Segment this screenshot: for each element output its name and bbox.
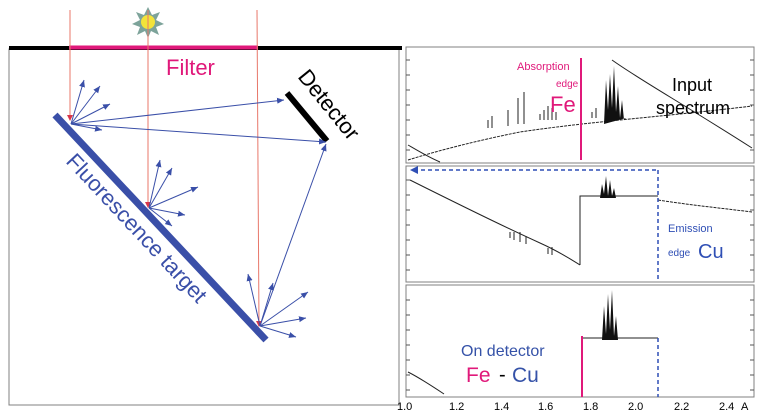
- middle-dense-lines: [600, 176, 616, 198]
- absorption-edge-label: edge: [556, 79, 579, 90]
- x-tick-1.0: 1.0: [397, 401, 412, 413]
- x-axis-unit: A: [741, 401, 749, 413]
- right-panels: Absorption edge Fe Input spectrum Emissi…: [397, 46, 755, 413]
- emission-label: Emission: [668, 223, 713, 235]
- x-tick-1.2: 1.2: [449, 401, 464, 413]
- fe-label-top: Fe: [550, 92, 576, 117]
- cu-label-middle: Cu: [698, 241, 724, 263]
- fe-label-bottom: Fe: [466, 364, 491, 387]
- detector-spectrum-panel: [405, 284, 755, 398]
- on-detector-label: On detector: [461, 343, 545, 360]
- x-tick-1.4: 1.4: [494, 401, 509, 413]
- bottom-dense-lines: [602, 290, 618, 340]
- impact-points: [67, 115, 262, 327]
- absorption-label: Absorption: [517, 61, 570, 73]
- panel-ticks: [406, 59, 754, 391]
- input-spectrum-plot: [407, 59, 753, 163]
- x-axis: 1.0 1.2 1.4 1.6 1.8 2.0 2.2 2.4 A: [397, 401, 749, 413]
- fluorescence-target: [52, 112, 269, 343]
- emission-arrows: [70, 79, 327, 338]
- cu-label-bottom: Cu: [512, 364, 539, 387]
- x-tick-1.8: 1.8: [583, 401, 598, 413]
- emission-edge-label: edge: [668, 248, 691, 259]
- x-tick-1.6: 1.6: [538, 401, 553, 413]
- left-panel-frame: [8, 48, 400, 406]
- emission-edge-path: [410, 166, 659, 282]
- input-label: Input: [672, 75, 712, 95]
- detector: [284, 91, 330, 143]
- input-dense-lines: [604, 66, 626, 124]
- x-tick-2.0: 2.0: [628, 401, 643, 413]
- spectrum-label: spectrum: [656, 98, 730, 118]
- filter-label: Filter: [166, 55, 215, 80]
- x-tick-2.2: 2.2: [674, 401, 689, 413]
- incident-rays: [69, 9, 260, 326]
- x-tick-2.4: 2.4: [719, 401, 734, 413]
- dash-label: -: [499, 364, 506, 386]
- incident-ray-3: [256, 9, 260, 326]
- left-panel: Filter Detector Fluorescence target: [8, 7, 402, 406]
- middle-spectrum-plot: [409, 179, 753, 266]
